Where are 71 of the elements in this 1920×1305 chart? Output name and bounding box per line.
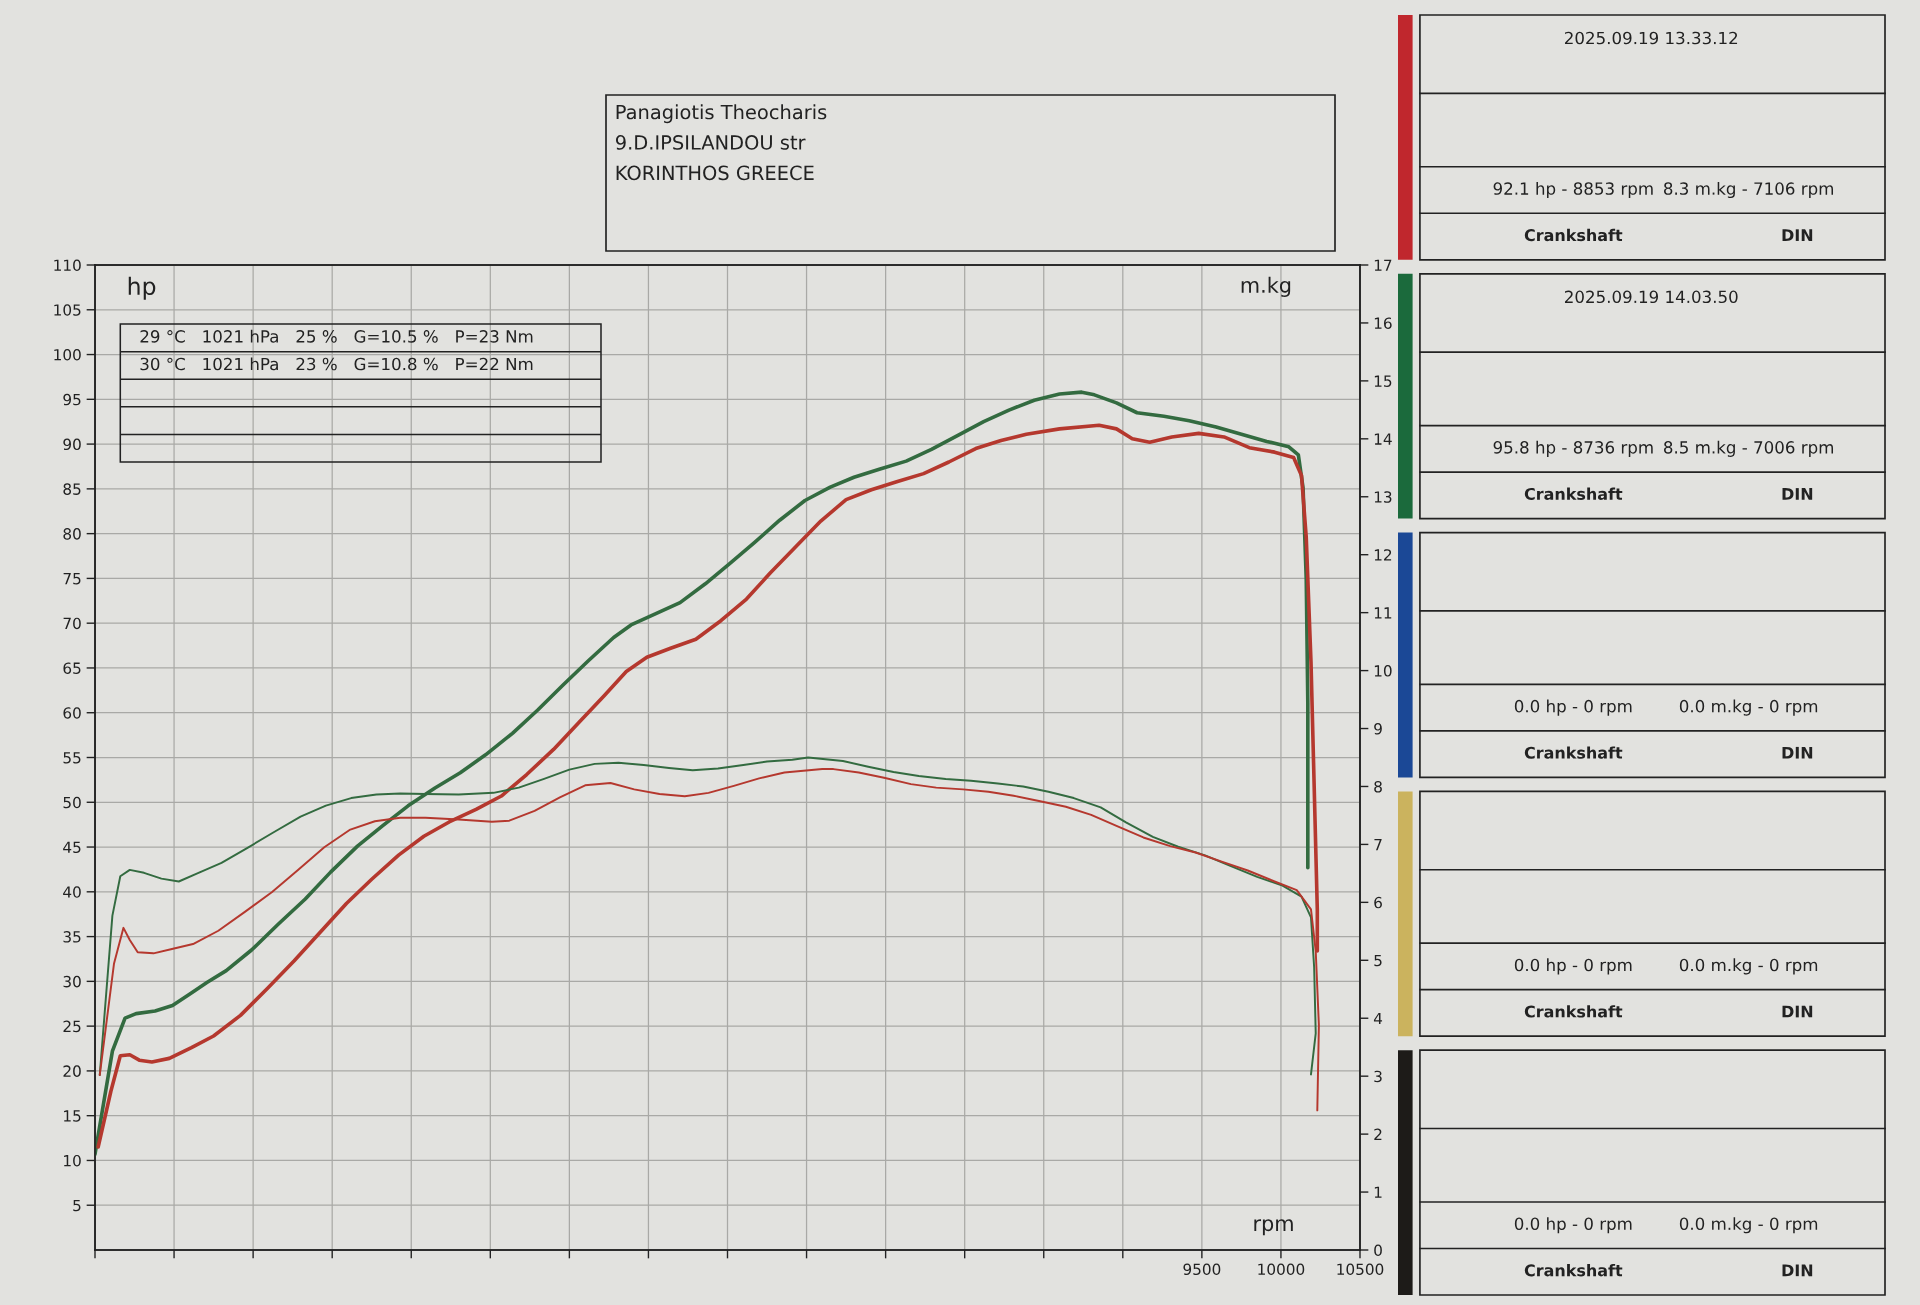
- text: 0.0 m.kg - 0 rpm: [1679, 958, 1818, 975]
- y-tick-label: 65: [63, 662, 81, 674]
- y2-tick-label: 14: [1374, 433, 1392, 445]
- y-tick-label: 55: [63, 752, 81, 764]
- y-tick-label: 100: [54, 349, 81, 361]
- text: KORINTHOS GREECE: [616, 165, 814, 181]
- text: 0.0 m.kg - 0 rpm: [1679, 699, 1818, 716]
- text: Crankshaft: [1524, 1005, 1623, 1018]
- y2-tick-label: 6: [1374, 896, 1382, 909]
- text: 0.0 hp - 0 rpm: [1514, 699, 1632, 716]
- x-tick-label: 9500: [1183, 1263, 1221, 1276]
- y2-tick-label: 10: [1374, 665, 1392, 677]
- y2-axis-title: m.kg: [1241, 276, 1291, 297]
- text: Crankshaft: [1524, 228, 1623, 242]
- y-tick-label: 80: [63, 528, 81, 540]
- y-tick-label: 25: [63, 1020, 81, 1033]
- y-tick-label: 20: [63, 1065, 81, 1077]
- text: 9.D.IPSILANDOU str: [615, 135, 806, 150]
- y2-tick-label: 2: [1374, 1128, 1382, 1140]
- y2-tick-label: 16: [1374, 317, 1392, 329]
- y2-tick-label: 8: [1374, 780, 1382, 793]
- y-tick-label: 5: [73, 1199, 81, 1212]
- text: 2025.09.19 14.03.50: [1564, 290, 1738, 304]
- y-tick-label: 105: [54, 304, 81, 316]
- x-axis-title: rpm: [1254, 1219, 1293, 1236]
- y-tick-label: 90: [63, 438, 81, 451]
- y2-tick-label: 1: [1374, 1186, 1382, 1198]
- y-tick-label: 10: [64, 1154, 81, 1167]
- y-tick-label: 15: [64, 1110, 81, 1122]
- text: DIN: [1782, 746, 1813, 759]
- text: Panagiotis Theocharis: [616, 104, 827, 124]
- text: 0.0 hp - 0 rpm: [1514, 958, 1632, 975]
- y2-tick-label: 5: [1374, 954, 1382, 967]
- text: 95.8 hp - 8736 rpm: [1493, 440, 1653, 457]
- y-tick-label: 85: [63, 483, 81, 495]
- text: Crankshaft: [1524, 1264, 1623, 1277]
- text: DIN: [1782, 488, 1813, 500]
- y2-tick-label: 11: [1374, 607, 1392, 619]
- y-tick-label: 75: [63, 573, 81, 585]
- y2-tick-label: 15: [1374, 375, 1392, 387]
- text: DIN: [1782, 1264, 1813, 1277]
- x-tick-label: 10000: [1258, 1263, 1305, 1276]
- y2-tick-label: 12: [1374, 549, 1392, 561]
- y-tick-label: 95: [63, 393, 81, 406]
- y2-tick-label: 0: [1374, 1244, 1382, 1257]
- text: Crankshaft: [1524, 746, 1623, 759]
- x-tick-label: 10500: [1337, 1263, 1384, 1276]
- y2-tick-label: 3: [1374, 1070, 1382, 1083]
- text: 92.1 hp - 8853 rpm: [1493, 181, 1653, 199]
- y-tick-label: 110: [54, 259, 81, 272]
- text: DIN: [1782, 1005, 1813, 1018]
- y-tick-label: 45: [63, 841, 81, 854]
- y2-tick-label: 4: [1373, 1012, 1383, 1025]
- y2-tick-label: 9: [1374, 722, 1382, 735]
- y-tick-label: 30: [63, 975, 81, 988]
- y-tick-label: 35: [63, 931, 81, 943]
- text: 0.0 m.kg - 0 rpm: [1679, 1217, 1818, 1234]
- y-axis-title: hp: [128, 276, 156, 300]
- y-tick-label: 50: [63, 796, 81, 809]
- text: 2025.09.19 13.33.12: [1564, 31, 1738, 45]
- text: 8.3 m.kg - 7106 rpm: [1663, 181, 1834, 199]
- text: DIN: [1782, 229, 1813, 241]
- text: Crankshaft: [1524, 487, 1623, 500]
- text: 0.0 hp - 0 rpm: [1514, 1217, 1632, 1234]
- y-tick-label: 60: [63, 707, 81, 719]
- y-tick-label: 70: [63, 617, 81, 630]
- y2-tick-label: 13: [1374, 491, 1392, 503]
- y2-tick-label: 17: [1374, 259, 1392, 271]
- text: 8.5 m.kg - 7006 rpm: [1663, 440, 1834, 457]
- y2-tick-label: 7: [1374, 839, 1382, 851]
- y-tick-label: 40: [63, 886, 81, 898]
